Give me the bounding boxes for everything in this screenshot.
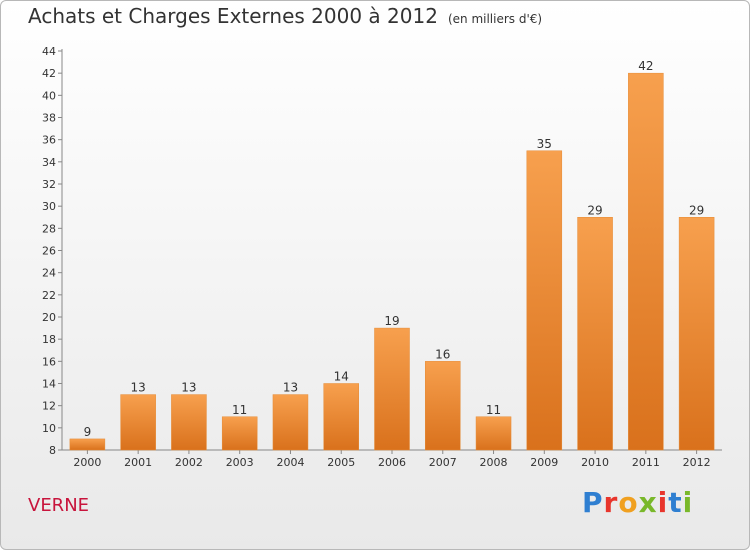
value-label-2001: 13 (131, 381, 146, 395)
x-tick-label: 2011 (632, 456, 660, 469)
value-label-2008: 11 (486, 403, 501, 417)
y-tick-label: 14 (42, 378, 56, 391)
bar-2012 (678, 217, 715, 451)
y-tick-label: 12 (42, 400, 56, 413)
value-label-2010: 29 (587, 203, 602, 217)
x-tick-label: 2012 (683, 456, 711, 469)
y-tick-label: 8 (49, 444, 56, 457)
y-tick-label: 36 (42, 134, 56, 147)
x-tick-label: 2005 (327, 456, 355, 469)
logo-letter: t (668, 486, 683, 519)
value-label-2012: 29 (689, 203, 704, 217)
y-tick-label: 24 (42, 267, 56, 280)
bar-2002 (171, 394, 207, 451)
bar-2003 (221, 416, 258, 451)
proxiti-logo: Proxiti (582, 486, 693, 519)
x-axis: 2000 2001 2002 2003 2004 2005 2006 2007 2008 2009… (62, 449, 722, 469)
bar-2004 (272, 394, 309, 451)
y-tick-label: 32 (42, 178, 56, 191)
x-tick-label: 2008 (480, 456, 508, 469)
bar-2010 (577, 217, 613, 451)
x-tick-label: 2006 (378, 456, 406, 469)
bar-2009 (526, 150, 563, 451)
value-label-2000: 9 (84, 425, 92, 439)
x-tick-label: 2001 (124, 456, 152, 469)
y-tick-label: 18 (42, 333, 56, 346)
value-label-2002: 13 (181, 381, 196, 395)
value-label-2009: 35 (537, 137, 552, 151)
y-tick-label: 34 (42, 156, 56, 169)
value-label-2003: 11 (232, 403, 247, 417)
chart-unit: (en milliers d'€) (447, 12, 543, 26)
y-tick-label: 20 (42, 311, 56, 324)
bar-2006 (374, 327, 410, 451)
x-tick-label: 2003 (226, 456, 254, 469)
value-label-2007: 16 (435, 347, 450, 361)
bar-2005 (323, 383, 359, 451)
x-tick-label: 2002 (175, 456, 203, 469)
y-tick-label: 10 (42, 422, 56, 435)
bars (69, 72, 715, 451)
y-axis: 8 10 12 14 16 18 20 22 24 26 28 30 32 34 36 38 40 42 44 (42, 45, 63, 457)
y-tick-label: 42 (42, 67, 56, 80)
logo-letter: x (638, 486, 658, 519)
x-tick-label: 2010 (581, 456, 609, 469)
value-label-2011: 42 (638, 59, 653, 73)
y-tick-label: 28 (42, 222, 56, 235)
logo-letter: i (657, 486, 669, 519)
x-tick-label: 2004 (276, 456, 304, 469)
y-tick-label: 26 (42, 245, 56, 258)
value-label-2004: 13 (283, 381, 298, 395)
value-label-2006: 19 (384, 314, 399, 328)
logo-letter: r (603, 486, 619, 519)
logo-letter: P (582, 486, 604, 519)
bar-2001 (120, 394, 156, 451)
logo-letter: o (618, 486, 639, 519)
bar-2008 (475, 416, 512, 451)
x-tick-label: 2007 (429, 456, 457, 469)
bar-2000 (69, 438, 106, 451)
y-tick-label: 22 (42, 289, 56, 302)
value-label-2005: 14 (334, 370, 349, 384)
x-tick-label: 2009 (530, 456, 558, 469)
y-tick-label: 16 (42, 355, 56, 368)
y-tick-label: 30 (42, 200, 56, 213)
logo-letter: i (682, 486, 694, 519)
commune-name: VERNE (28, 495, 90, 516)
chart-title: Achats et Charges Externes 2000 à 2012 (e… (28, 4, 542, 28)
value-labels: 9 13 13 11 13 14 19 16 11 35 29 42 29 (84, 59, 705, 439)
x-tick-label: 2000 (73, 456, 101, 469)
chart-title-text: Achats et Charges Externes 2000 à 2012 (28, 4, 438, 28)
bar-2007 (425, 361, 461, 451)
y-tick-label: 40 (42, 89, 56, 102)
bar-2011 (628, 72, 664, 451)
y-tick-label: 44 (42, 45, 56, 58)
y-tick-label: 38 (42, 112, 56, 125)
